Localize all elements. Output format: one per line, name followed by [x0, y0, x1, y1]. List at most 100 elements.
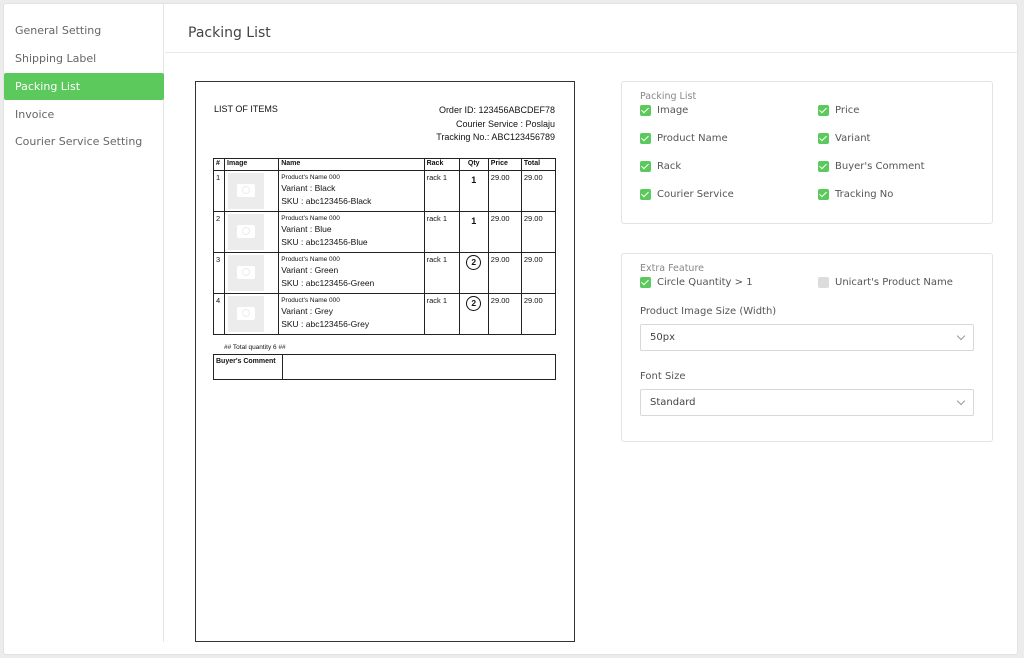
- row-total: 29.00: [520, 252, 557, 294]
- product-sku: SKU : abc123456-Green: [281, 278, 375, 288]
- option-tracking-no[interactable]: Tracking No: [818, 189, 893, 200]
- row-price: 29.00: [487, 211, 522, 253]
- product-variant: Variant : Grey: [281, 306, 333, 316]
- check-icon[interactable]: [640, 277, 651, 288]
- option-label: Circle Quantity > 1: [657, 277, 753, 288]
- check-icon[interactable]: [818, 105, 829, 116]
- row-name: Product's Name 000 Variant : Blue SKU : …: [278, 211, 425, 253]
- col-total: Total: [520, 158, 557, 171]
- qty-value: 1: [471, 216, 477, 226]
- sidebar-item-courier-service-setting[interactable]: Courier Service Setting: [15, 135, 143, 148]
- row-number: 2: [212, 211, 226, 253]
- check-icon[interactable]: [640, 189, 651, 200]
- row-price: 29.00: [487, 293, 522, 335]
- sidebar-item-general-setting[interactable]: General Setting: [15, 24, 102, 37]
- row-name: Product's Name 000 Variant : Green SKU :…: [278, 252, 425, 294]
- row-price: 29.00: [487, 252, 522, 294]
- sidebar-item-packing-list[interactable]: Packing List: [4, 73, 164, 100]
- image-size-label: Product Image Size (Width): [640, 306, 777, 317]
- image-placeholder-icon: [228, 296, 265, 332]
- panel-title: Packing List: [640, 91, 697, 102]
- product-variant: Variant : Black: [281, 183, 336, 193]
- table-row: 2 Product's Name 000 Variant : Blue SKU …: [212, 211, 557, 253]
- col-number: #: [212, 158, 226, 171]
- product-name: Product's Name 000: [281, 256, 340, 263]
- sidebar-item-invoice[interactable]: Invoice: [15, 108, 55, 121]
- sidebar-item-shipping-label[interactable]: Shipping Label: [15, 52, 97, 65]
- chevron-down-icon: [956, 331, 966, 341]
- items-table: # Image Name Rack Qty Price Total 1 Prod…: [212, 158, 557, 335]
- sidebar: General Setting Shipping Label Packing L…: [4, 4, 164, 642]
- row-image: [224, 211, 280, 253]
- select-value: 50px: [650, 332, 675, 343]
- page-title: Packing List: [188, 25, 271, 41]
- font-size-label: Font Size: [640, 371, 686, 382]
- option-buyers-comment[interactable]: Buyer's Comment: [818, 161, 925, 172]
- option-label: Product Name: [657, 133, 728, 144]
- extra-feature-panel: Extra Feature Circle Quantity > 1 Unicar…: [621, 253, 993, 442]
- tracking-number: Tracking No.: ABC123456789: [436, 132, 555, 142]
- list-heading: LIST OF ITEMS: [214, 104, 278, 114]
- option-label: Tracking No: [835, 189, 894, 200]
- app-frame: General Setting Shipping Label Packing L…: [3, 3, 1019, 655]
- row-image: [224, 170, 280, 212]
- option-variant[interactable]: Variant: [818, 133, 870, 144]
- option-image[interactable]: Image: [640, 105, 688, 116]
- row-total: 29.00: [520, 293, 557, 335]
- product-name: Product's Name 000: [281, 215, 340, 222]
- check-icon[interactable]: [640, 161, 651, 172]
- table-row: 1 Product's Name 000 Variant : Black SKU…: [212, 170, 557, 212]
- option-label: Buyer's Comment: [835, 161, 925, 172]
- option-product-name[interactable]: Product Name: [640, 133, 728, 144]
- check-icon[interactable]: [818, 133, 829, 144]
- row-number: 1: [212, 170, 226, 212]
- panel-title: Extra Feature: [640, 263, 704, 274]
- row-qty: 2: [458, 252, 489, 294]
- option-label: Image: [657, 105, 689, 116]
- option-courier-service[interactable]: Courier Service: [640, 189, 734, 200]
- option-circle-quantity[interactable]: Circle Quantity > 1: [640, 277, 753, 288]
- col-image: Image: [224, 158, 280, 171]
- select-value: Standard: [650, 397, 696, 408]
- row-rack: rack 1: [423, 293, 460, 335]
- image-size-select[interactable]: 50px: [640, 324, 974, 351]
- row-number: 3: [212, 252, 226, 294]
- option-label: Price: [835, 105, 860, 116]
- buyer-comment-label: Buyer's Comment: [214, 355, 283, 379]
- row-name: Product's Name 000 Variant : Black SKU :…: [278, 170, 425, 212]
- option-price[interactable]: Price: [818, 105, 859, 116]
- option-label: Unicart's Product Name: [835, 277, 953, 288]
- check-icon[interactable]: [640, 133, 651, 144]
- row-rack: rack 1: [423, 252, 460, 294]
- title-divider: [165, 52, 1019, 53]
- option-unicart-product-name[interactable]: Unicart's Product Name: [818, 277, 953, 288]
- col-qty: Qty: [458, 158, 489, 171]
- product-sku: SKU : abc123456-Grey: [281, 319, 370, 329]
- row-total: 29.00: [520, 211, 557, 253]
- qty-circled-value: 2: [466, 255, 482, 270]
- product-variant: Variant : Green: [281, 265, 339, 275]
- image-placeholder-icon: [228, 173, 265, 209]
- chevron-down-icon: [956, 396, 966, 406]
- product-name: Product's Name 000: [281, 297, 340, 304]
- font-size-select[interactable]: Standard: [640, 389, 974, 416]
- courier-service: Courier Service : Poslaju: [455, 118, 555, 129]
- row-price: 29.00: [487, 170, 522, 212]
- checkbox-unchecked-icon[interactable]: [818, 277, 829, 288]
- row-qty: 1: [458, 211, 489, 253]
- product-name: Product's Name 000: [281, 174, 340, 181]
- row-image: [224, 252, 280, 294]
- image-placeholder-icon: [228, 214, 265, 250]
- col-price: Price: [487, 158, 522, 171]
- check-icon[interactable]: [640, 105, 651, 116]
- option-rack[interactable]: Rack: [640, 161, 681, 172]
- row-rack: rack 1: [423, 211, 460, 253]
- option-label: Variant: [835, 133, 871, 144]
- option-label: Courier Service: [657, 189, 734, 200]
- packing-list-options-panel: Packing List Image Price Product Name Va…: [621, 81, 993, 224]
- row-qty: 1: [458, 170, 489, 212]
- check-icon[interactable]: [818, 189, 829, 200]
- qty-circled-value: 2: [466, 296, 482, 311]
- packing-list-preview: LIST OF ITEMS Order ID: 123456ABCDEF78 C…: [195, 81, 575, 642]
- check-icon[interactable]: [818, 161, 829, 172]
